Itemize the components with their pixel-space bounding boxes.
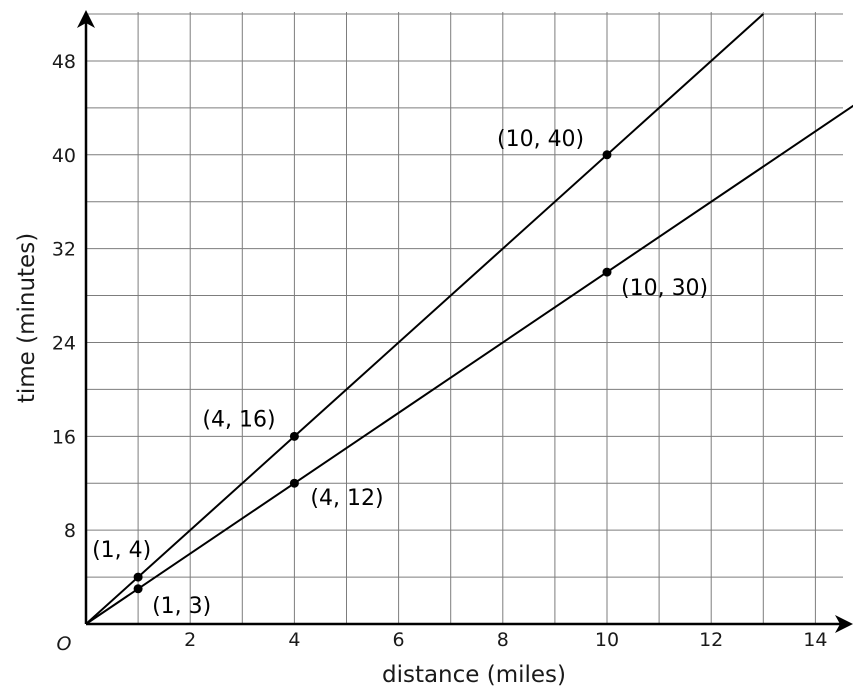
data-point [602,267,612,277]
data-point-label: (1, 3) [152,594,211,619]
data-point-label: (4, 16) [202,407,275,432]
data-point-label: (1, 4) [92,538,151,563]
x-axis-label: distance (miles) [382,662,566,688]
data-point [289,478,299,488]
x-tick-label: 12 [699,629,723,651]
x-tick-label: 4 [288,629,300,651]
x-tick-label: 6 [393,629,405,651]
y-tick-label: 40 [52,145,76,167]
data-point [289,431,299,441]
series-line-2 [85,104,853,625]
y-tick-label: 8 [64,520,76,542]
series-line-1 [85,13,764,625]
data-point [133,584,143,594]
x-axis-arrow [835,615,853,633]
origin-label: O [57,633,72,655]
data-point-label: (10, 40) [497,127,584,152]
x-tick-label: 2 [184,629,196,651]
series-group [85,13,853,625]
y-tick-label: 32 [52,239,76,261]
y-axis-label: time (minutes) [14,233,40,403]
x-tick-label: 8 [497,629,509,651]
data-point [602,150,612,160]
y-tick-label: 16 [52,426,76,448]
x-tick-label: 10 [595,629,619,651]
x-tick-label: 14 [803,629,827,651]
y-axis-arrow [77,10,95,28]
y-tick-label: 24 [52,332,76,354]
grid [86,12,843,624]
y-tick-label: 48 [52,51,76,73]
data-point-label: (10, 30) [621,276,708,301]
data-point [133,572,143,582]
data-point-label: (4, 12) [310,486,383,511]
axes [77,10,853,633]
